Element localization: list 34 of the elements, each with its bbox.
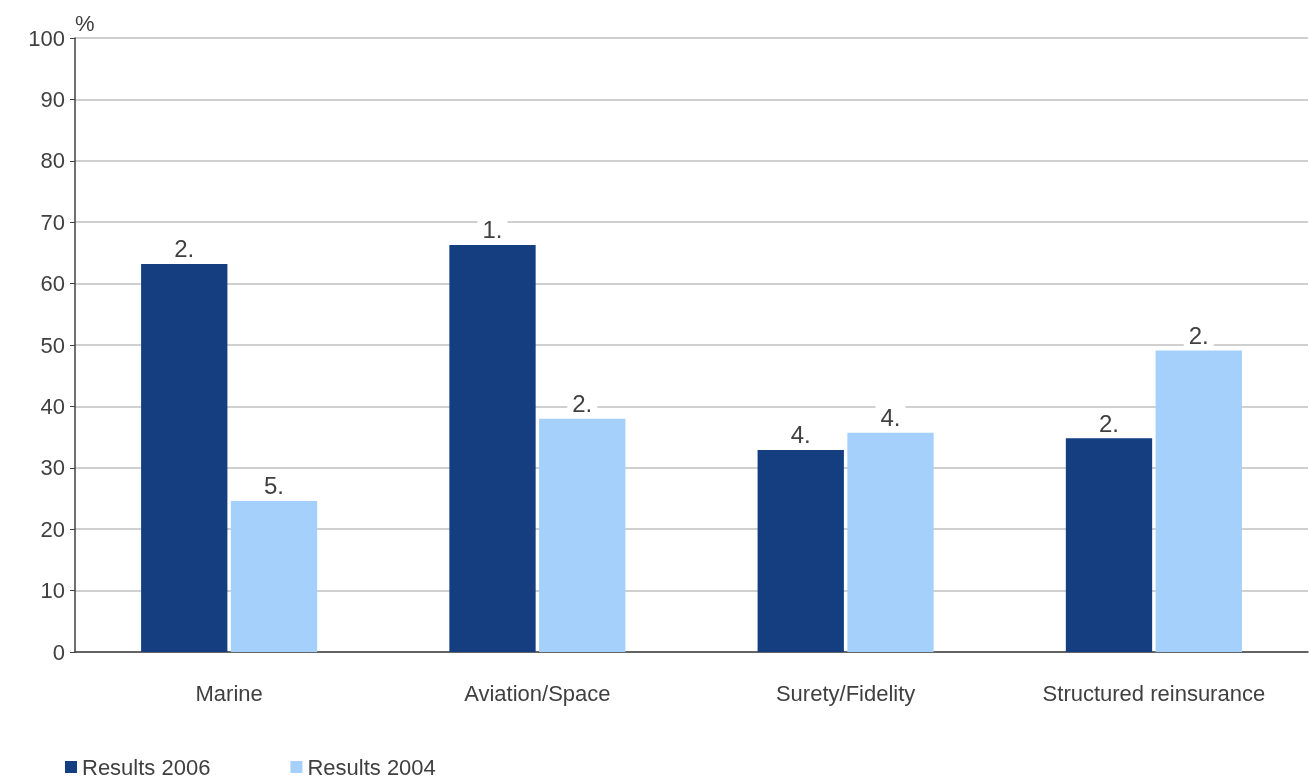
annotation: 2. [174, 235, 195, 263]
y-tick-label: 60 [40, 271, 65, 297]
bar [1155, 350, 1242, 652]
annotation: 2. [572, 390, 593, 418]
y-tick-label: 70 [40, 209, 65, 235]
y-tick-label: 100 [28, 25, 65, 51]
y-tick-label: 40 [40, 393, 65, 419]
y-tick-label: 10 [40, 578, 65, 604]
bar [230, 500, 318, 652]
bar [757, 449, 844, 652]
annotation: 5. [264, 472, 285, 500]
bar [141, 263, 228, 652]
annotation: 1. [482, 216, 503, 244]
y-tick-label: 90 [40, 86, 65, 112]
legend-label: Results 2004 [307, 754, 436, 780]
x-tick-label: Structured reinsurance [1042, 680, 1266, 706]
y-tick-label: 30 [40, 455, 65, 481]
x-tick-label: Surety/Fidelity [775, 680, 916, 706]
bar [1065, 438, 1153, 652]
y-tick-label: 50 [40, 332, 65, 358]
y-tick-label: 0 [52, 639, 65, 665]
bar [539, 418, 626, 652]
y-tick-label: 80 [40, 148, 65, 174]
annotation: 4. [790, 421, 811, 449]
x-tick-label: Aviation/Space [464, 680, 611, 706]
annotation: 2. [1188, 322, 1209, 350]
bar [449, 244, 536, 652]
y-axis-title: % [75, 10, 95, 36]
legend-label: Results 2006 [82, 754, 211, 780]
annotation: 2. [1098, 409, 1119, 437]
x-tick-label: Marine [195, 680, 263, 706]
y-tick-label: 20 [40, 516, 65, 542]
bar [847, 432, 934, 652]
annotation: 4. [880, 404, 901, 432]
